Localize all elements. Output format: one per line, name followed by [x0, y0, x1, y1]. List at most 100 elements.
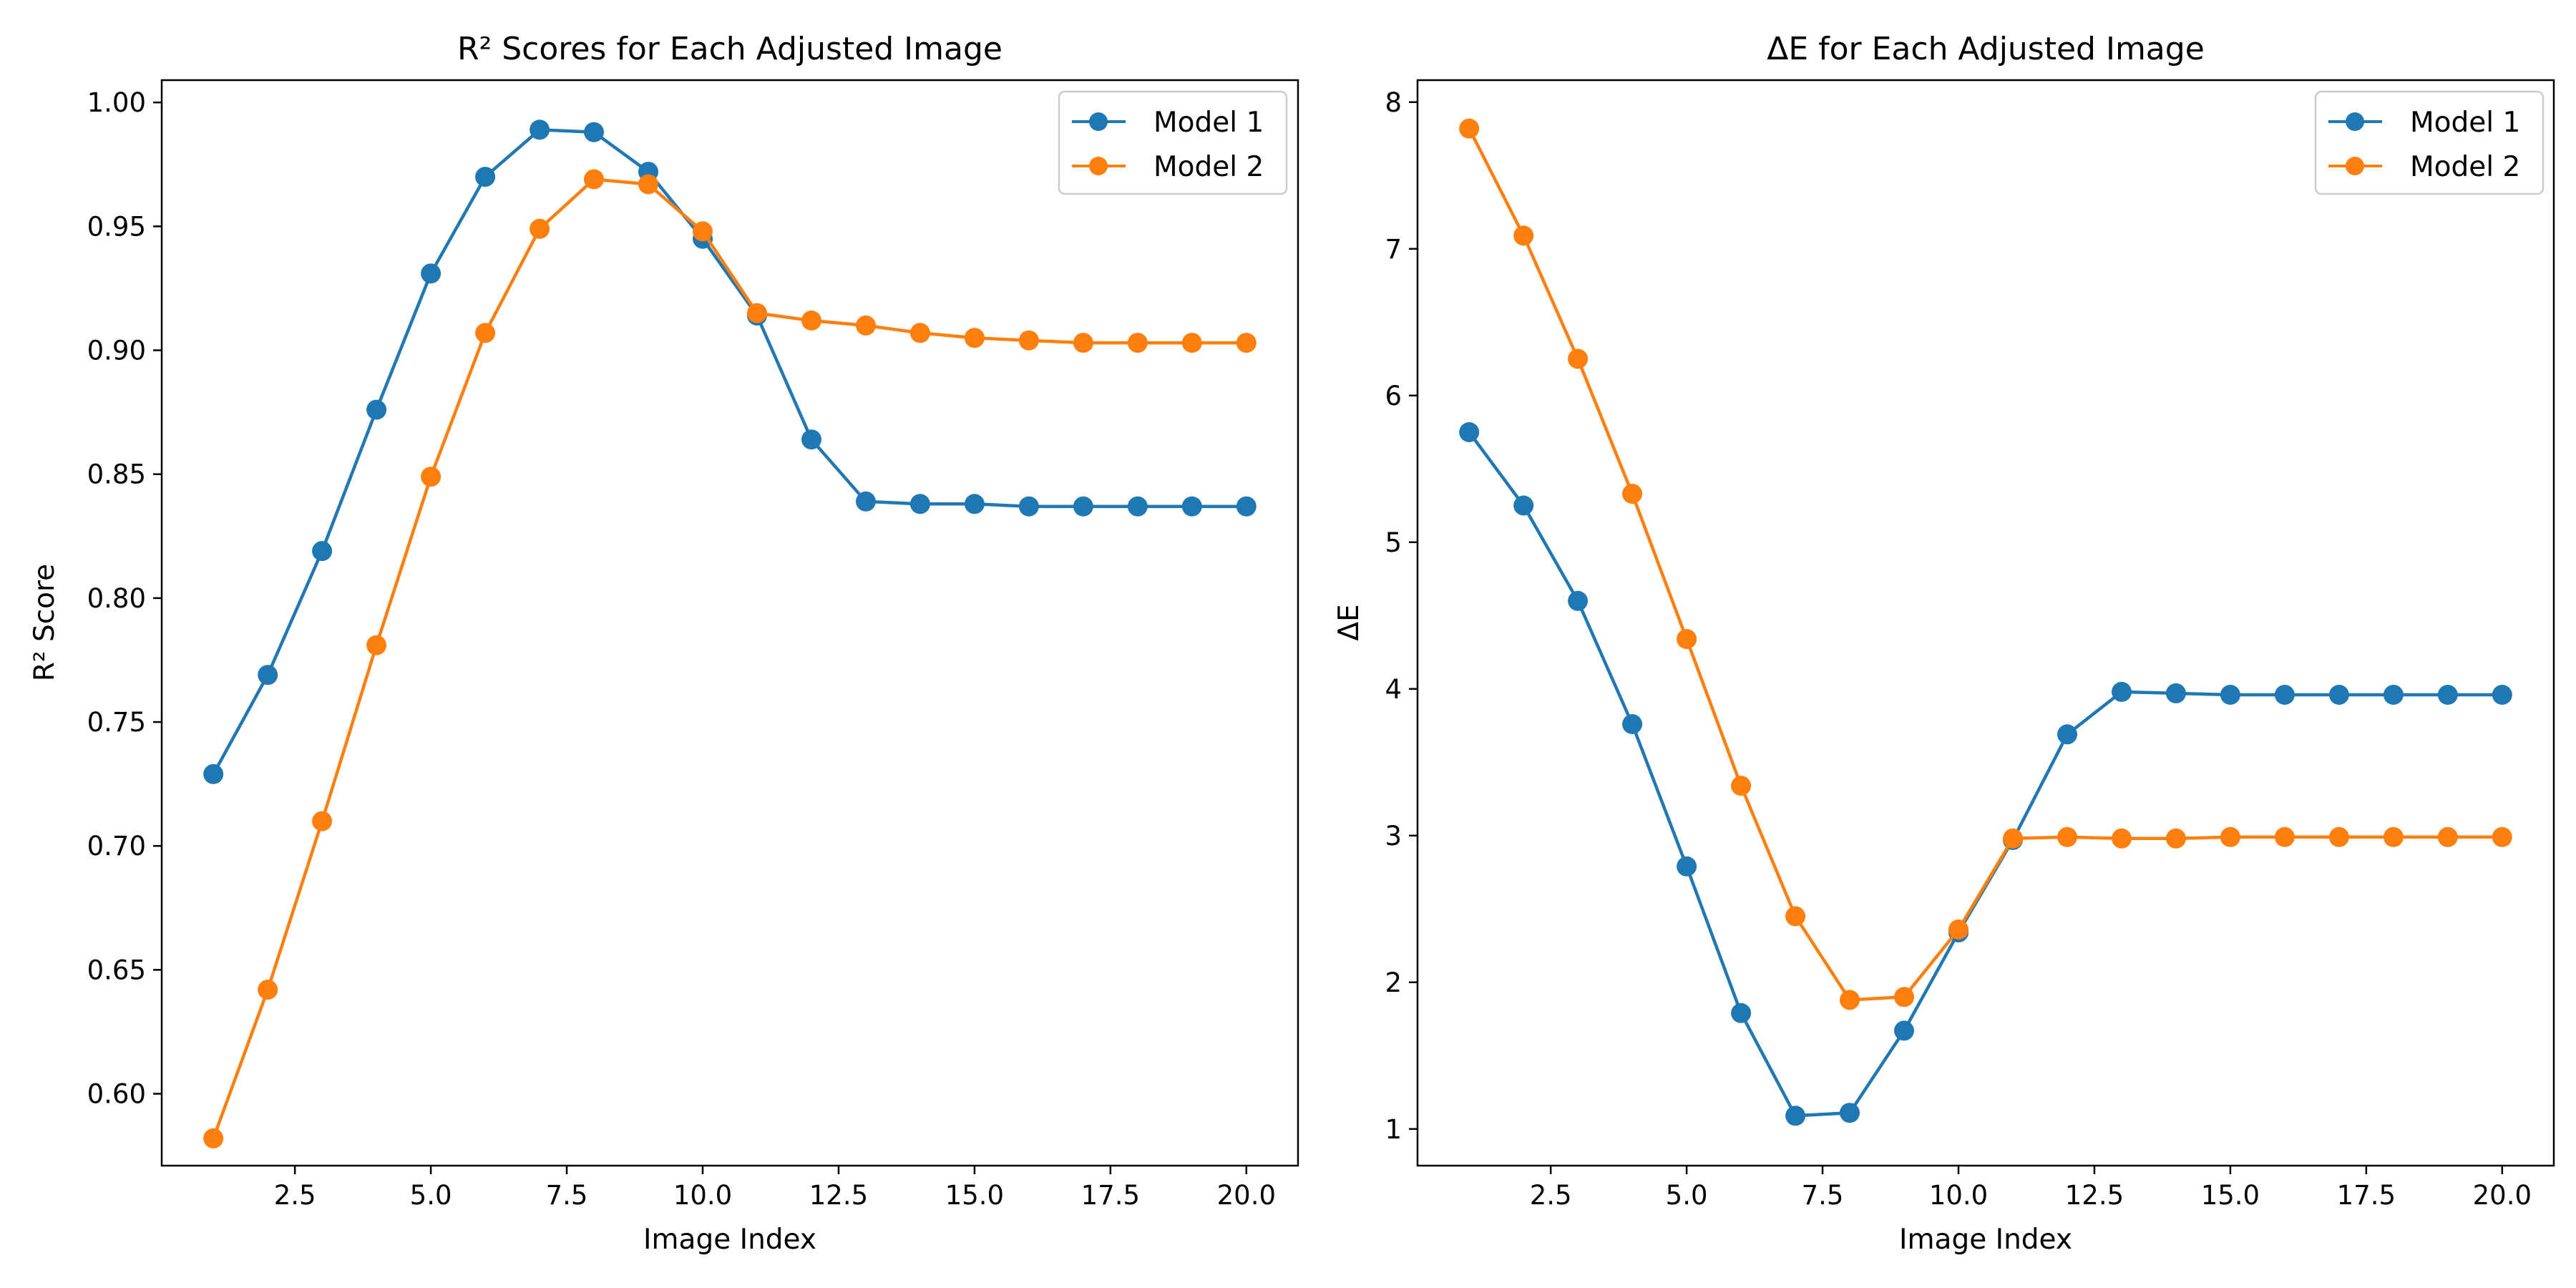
legend-label-model-1: Model 1 [1153, 107, 1264, 139]
y-tick-label: 0.70 [87, 831, 146, 862]
data-point-model-2 [421, 467, 441, 487]
data-point-model-1 [203, 763, 224, 784]
data-point-model-1 [909, 494, 930, 514]
data-point-model-2 [1236, 333, 1257, 353]
data-point-model-2 [2220, 826, 2240, 847]
data-point-model-2 [909, 323, 930, 343]
data-point-model-2 [584, 169, 604, 190]
legend-label-model-1: Model 1 [2410, 107, 2520, 139]
data-point-model-1 [2328, 685, 2349, 705]
x-tick-label: 15.0 [945, 1180, 1004, 1211]
data-point-model-2 [2383, 826, 2404, 847]
x-tick-label: 17.5 [2337, 1180, 2396, 1211]
data-point-model-1 [1622, 714, 1643, 734]
x-tick-label: 2.5 [274, 1180, 316, 1211]
data-point-model-2 [2165, 828, 2186, 849]
data-point-model-2 [2437, 826, 2458, 847]
data-point-model-2 [1731, 776, 1752, 796]
data-point-model-2 [1073, 333, 1093, 353]
legend-entry: Model 1 [1072, 107, 1264, 139]
data-point-model-1 [1127, 496, 1148, 517]
data-point-model-1 [1677, 856, 1697, 877]
data-point-model-1 [366, 399, 387, 420]
data-point-model-2 [2328, 826, 2349, 847]
data-point-model-1 [1236, 496, 1257, 517]
y-tick-label: 0.75 [87, 707, 146, 738]
data-point-model-1 [530, 119, 550, 140]
data-point-model-2 [258, 980, 278, 1000]
axis-ticks: 2.5 5.0 7.5 10.0 12.5 15.0 17.5 20.0 0.60 0.65 0.7… [87, 87, 1276, 1211]
data-point-model-1 [2492, 685, 2512, 705]
x-tick-label: 12.5 [2065, 1180, 2124, 1211]
data-point-model-1 [1073, 496, 1093, 517]
data-point-model-2 [1127, 333, 1148, 353]
data-point-model-1 [1894, 1020, 1914, 1041]
data-point-model-2 [1018, 330, 1039, 351]
data-point-model-1 [312, 541, 333, 562]
data-point-model-2 [2112, 828, 2132, 849]
data-point-model-2 [1622, 484, 1643, 504]
data-point-model-2 [1894, 987, 1914, 1008]
data-point-model-2 [2003, 828, 2023, 849]
data-point-model-2 [1513, 225, 1534, 246]
x-tick-label: 20.0 [2473, 1180, 2532, 1211]
data-point-model-2 [2492, 826, 2512, 847]
y-tick-label: 2 [1385, 967, 1402, 998]
plot-area [1459, 118, 2512, 1126]
data-point-model-2 [530, 218, 550, 239]
y-axis-label: R² Score [29, 564, 61, 681]
x-tick-label: 17.5 [1081, 1180, 1140, 1211]
legend-frame [2314, 90, 2545, 195]
x-tick-label: 5.0 [410, 1180, 452, 1211]
axis-ticks: 2.5 5.0 7.5 10.0 12.5 15.0 17.5 20.0 1 2 3 4 5 6 7 8 [1385, 87, 2532, 1211]
data-point-model-2 [475, 323, 496, 343]
data-point-model-2 [1840, 990, 1860, 1010]
data-point-model-1 [584, 122, 604, 142]
y-axis-label: ΔE [1333, 604, 1365, 640]
legend-marker-model-2 [2346, 157, 2364, 175]
x-tick-label: 12.5 [809, 1180, 868, 1211]
y-tick-label: 0.65 [87, 955, 146, 985]
legend-entry: Model 2 [1072, 151, 1264, 183]
y-tick-label: 0.95 [87, 211, 146, 242]
data-point-model-1 [1785, 1106, 1806, 1126]
x-tick-label: 10.0 [1929, 1180, 1988, 1211]
y-tick-label: 0.85 [87, 459, 146, 490]
data-point-model-2 [366, 635, 387, 655]
data-point-model-2 [1677, 629, 1697, 650]
data-point-model-1 [2437, 685, 2458, 705]
legend-entry: Model 2 [2328, 151, 2520, 183]
data-point-model-2 [1785, 906, 1806, 927]
data-point-model-2 [2274, 826, 2295, 847]
y-tick-label: 4 [1385, 674, 1402, 705]
data-point-model-2 [964, 328, 985, 348]
y-tick-label: 1 [1385, 1114, 1402, 1145]
axes-frame [1416, 79, 2555, 1167]
legend-marker-model-1 [2346, 112, 2364, 131]
r2-chart-panel: R² Scores for Each Adjusted Image 2.5 5.0… [29, 31, 1299, 1256]
y-tick-label: 7 [1385, 234, 1402, 265]
x-tick-label: 10.0 [673, 1180, 732, 1211]
legend: Model 1 Model 2 [1058, 90, 1288, 195]
data-point-model-1 [1459, 422, 1480, 442]
x-tick-label: 7.5 [546, 1180, 588, 1211]
data-point-model-1 [2220, 685, 2240, 705]
x-tick-label: 15.0 [2201, 1180, 2260, 1211]
data-point-model-1 [856, 491, 876, 512]
data-point-model-2 [312, 811, 333, 831]
data-point-model-2 [2057, 826, 2077, 847]
data-point-model-1 [2274, 685, 2295, 705]
legend-marker-model-2 [1089, 157, 1108, 175]
plot-area [203, 119, 1257, 1148]
data-point-model-2 [856, 315, 876, 336]
data-point-model-2 [203, 1128, 224, 1148]
data-point-model-1 [1181, 496, 1202, 517]
data-point-model-1 [1568, 590, 1589, 611]
data-point-model-2 [747, 303, 767, 323]
data-point-model-2 [638, 174, 658, 195]
axes-frame [160, 79, 1299, 1167]
legend: Model 1 Model 2 [2314, 90, 2545, 195]
data-point-model-1 [2165, 683, 2186, 703]
